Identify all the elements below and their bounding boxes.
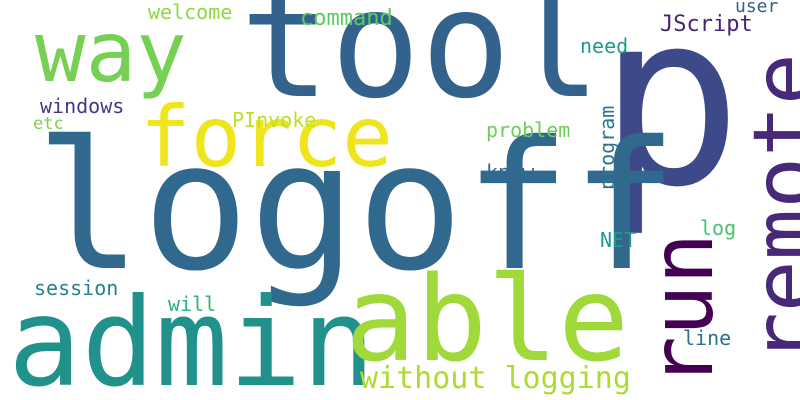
word-line: line xyxy=(683,326,732,350)
word-pinvoke: PInvoke xyxy=(232,108,317,132)
word-windows: windows xyxy=(40,94,125,118)
word-welcome: welcome xyxy=(148,0,233,24)
word-program: program xyxy=(595,105,619,190)
word-etc: etc xyxy=(33,114,64,134)
word-command: command xyxy=(300,6,393,31)
word-without-logging: without logging xyxy=(360,361,631,396)
word-p: p xyxy=(598,0,743,240)
word-able: able xyxy=(345,250,630,388)
word-need: need xyxy=(580,34,629,58)
word-remote: remote xyxy=(735,53,800,364)
word-admin: admin xyxy=(8,272,376,400)
word-force: force xyxy=(140,88,393,186)
word-tool: tool xyxy=(240,0,602,132)
word-user: user xyxy=(735,0,779,17)
word-jscript: JScript xyxy=(660,12,753,37)
word-session: session xyxy=(34,276,119,300)
word-net: NET xyxy=(600,228,637,252)
word-problem: problem xyxy=(486,118,571,142)
word-way: way xyxy=(35,3,187,101)
word-know: know xyxy=(486,160,535,184)
word-log: log xyxy=(700,216,737,240)
word-run: run xyxy=(633,232,733,388)
word-will: will xyxy=(168,292,217,316)
word-logoff: logoff xyxy=(35,103,678,310)
